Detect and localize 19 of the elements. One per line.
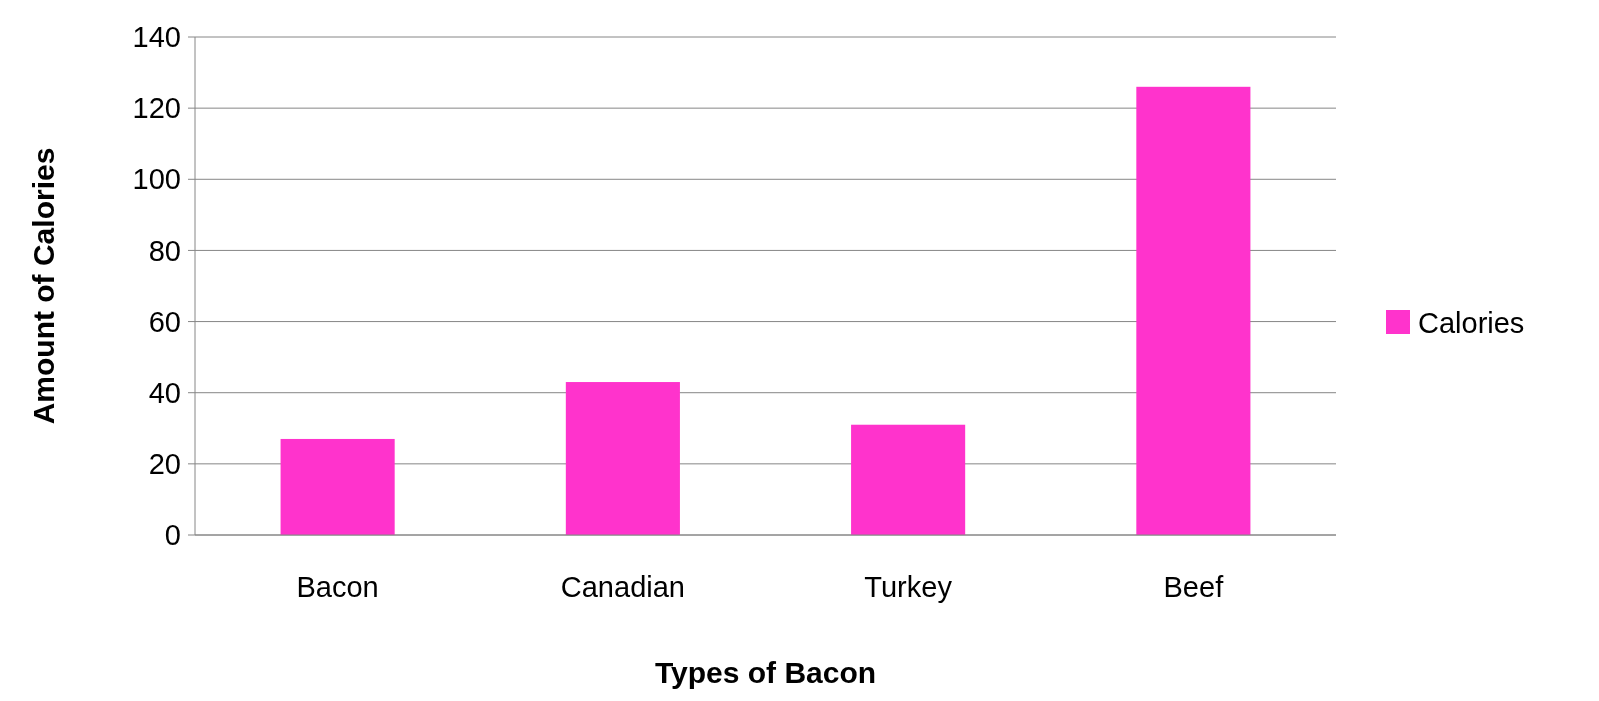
y-tick-label: 20 [148, 448, 181, 481]
x-tick-label: Beef [1163, 571, 1225, 603]
x-tick-label: Canadian [560, 571, 685, 603]
x-axis-title: Types of Bacon [654, 656, 877, 689]
bar [280, 438, 395, 535]
x-tick-label: Turkey [864, 571, 953, 603]
y-axis-title: Amount of Calories [27, 147, 60, 425]
bar [1136, 86, 1251, 535]
y-tick-label: 40 [148, 376, 181, 409]
y-tick-label: 120 [132, 92, 181, 125]
y-tick-label: 100 [132, 163, 181, 196]
x-tick-label: Bacon [296, 571, 379, 603]
bar [851, 424, 966, 535]
legend-label: Calories [1418, 307, 1525, 340]
y-tick-label: 140 [132, 21, 181, 54]
y-tick-label: 0 [164, 519, 181, 552]
y-tick-label: 60 [148, 305, 181, 338]
bar [565, 382, 680, 535]
y-tick-label: 80 [148, 234, 181, 267]
